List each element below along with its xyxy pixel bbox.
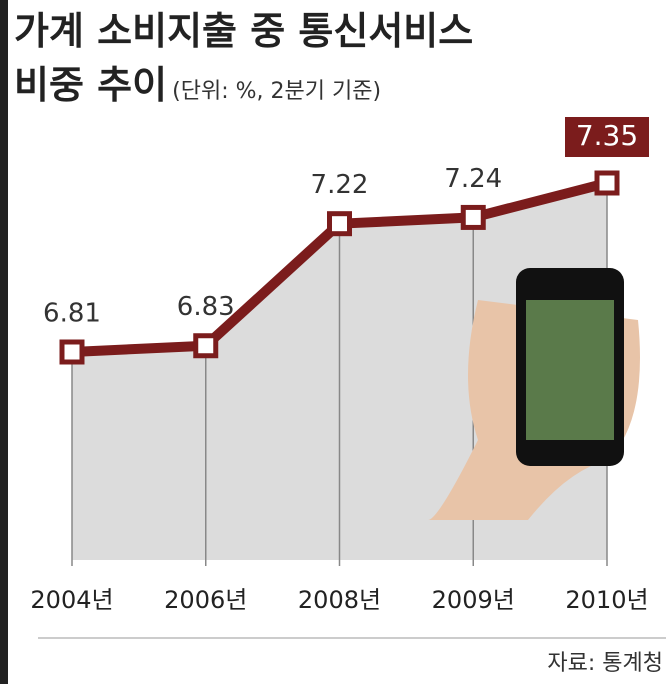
marker bbox=[594, 170, 620, 196]
x-tick-label: 2004년 bbox=[30, 586, 113, 614]
value-label-box bbox=[565, 117, 649, 157]
marker bbox=[59, 339, 85, 365]
x-tick-label: 2009년 bbox=[432, 586, 515, 614]
x-tick-label: 2008년 bbox=[298, 586, 381, 614]
chart-subtitle: (단위: %, 2분기 기준) bbox=[172, 79, 382, 104]
value-label: 7.35 bbox=[576, 119, 638, 152]
value-label: 7.24 bbox=[444, 164, 502, 194]
chart-title: 가계 소비지출 중 통신서비스 bbox=[14, 9, 474, 53]
marker bbox=[327, 211, 352, 237]
value-label: 7.22 bbox=[311, 170, 369, 200]
header: 가계 소비지출 중 통신서비스 비중 추이 (단위: %, 2분기 기준) bbox=[14, 4, 614, 120]
phone-illustration bbox=[428, 268, 640, 520]
marker bbox=[460, 204, 486, 230]
marker bbox=[193, 333, 219, 359]
x-tick-label: 2010년 bbox=[565, 586, 648, 614]
x-tick-label: 2006년 bbox=[164, 586, 247, 614]
chart-title-line2: 비중 추이 bbox=[14, 63, 168, 107]
value-label: 6.81 bbox=[43, 299, 101, 329]
chart: 2004년 2006년 2008년 2009년 2010년 6.81 6.83 7.22 7.2… bbox=[30, 117, 666, 676]
source: 자료: 통계청 bbox=[547, 651, 663, 676]
value-label: 6.83 bbox=[177, 292, 235, 322]
